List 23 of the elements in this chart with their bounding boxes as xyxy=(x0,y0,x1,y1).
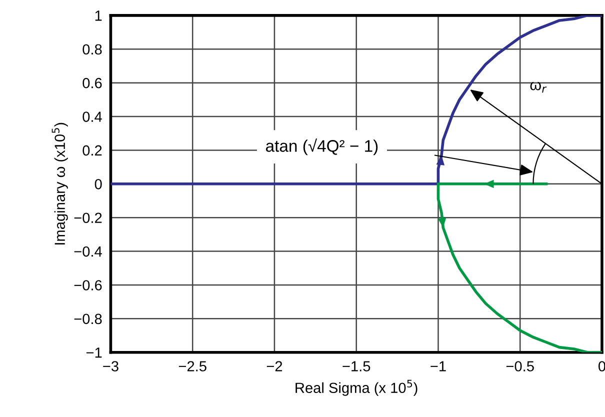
y-tick-label: 0.8 xyxy=(82,44,102,55)
y-tick-label: 0.2 xyxy=(82,145,102,156)
y-tick-label: −0.8 xyxy=(74,314,102,324)
x-tick-label: −1.5 xyxy=(342,361,370,372)
x-tick-label: 0 xyxy=(598,361,605,372)
annotation: ω$_{r}$ xyxy=(530,82,547,93)
x-tick-label: −1 xyxy=(430,361,446,372)
y-tick-label: 0.6 xyxy=(82,78,102,88)
y-axis-title: Imaginary ω (x10$^{5}$) xyxy=(52,122,68,244)
x-tick-label: −3 xyxy=(103,361,118,372)
y-tick-label: 0 xyxy=(94,179,102,190)
y-tick-label: −0.6 xyxy=(74,280,102,290)
y-tick-label: 0.4 xyxy=(82,112,102,122)
x-tick-label: −0.5 xyxy=(506,361,534,372)
y-tick-label: −0.4 xyxy=(74,246,102,257)
y-tick-label: −1 xyxy=(86,348,102,358)
annotation: atan (√4Q² − 1) xyxy=(266,138,378,156)
x-axis-title: Real Sigma (x 10$^{5}$) xyxy=(296,380,418,396)
y-tick-label: 1 xyxy=(95,10,102,21)
x-tick-label: −2 xyxy=(266,361,282,372)
y-tick-label: −0.2 xyxy=(74,212,102,224)
line-series xyxy=(436,182,602,352)
x-tick-label: −2.5 xyxy=(178,361,206,372)
